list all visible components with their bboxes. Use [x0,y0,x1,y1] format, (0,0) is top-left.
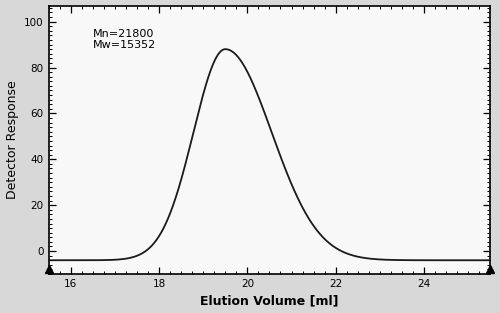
X-axis label: Elution Volume [ml]: Elution Volume [ml] [200,295,338,307]
Y-axis label: Detector Response: Detector Response [6,80,18,199]
Text: Mn=21800
Mw=15352: Mn=21800 Mw=15352 [93,28,156,50]
